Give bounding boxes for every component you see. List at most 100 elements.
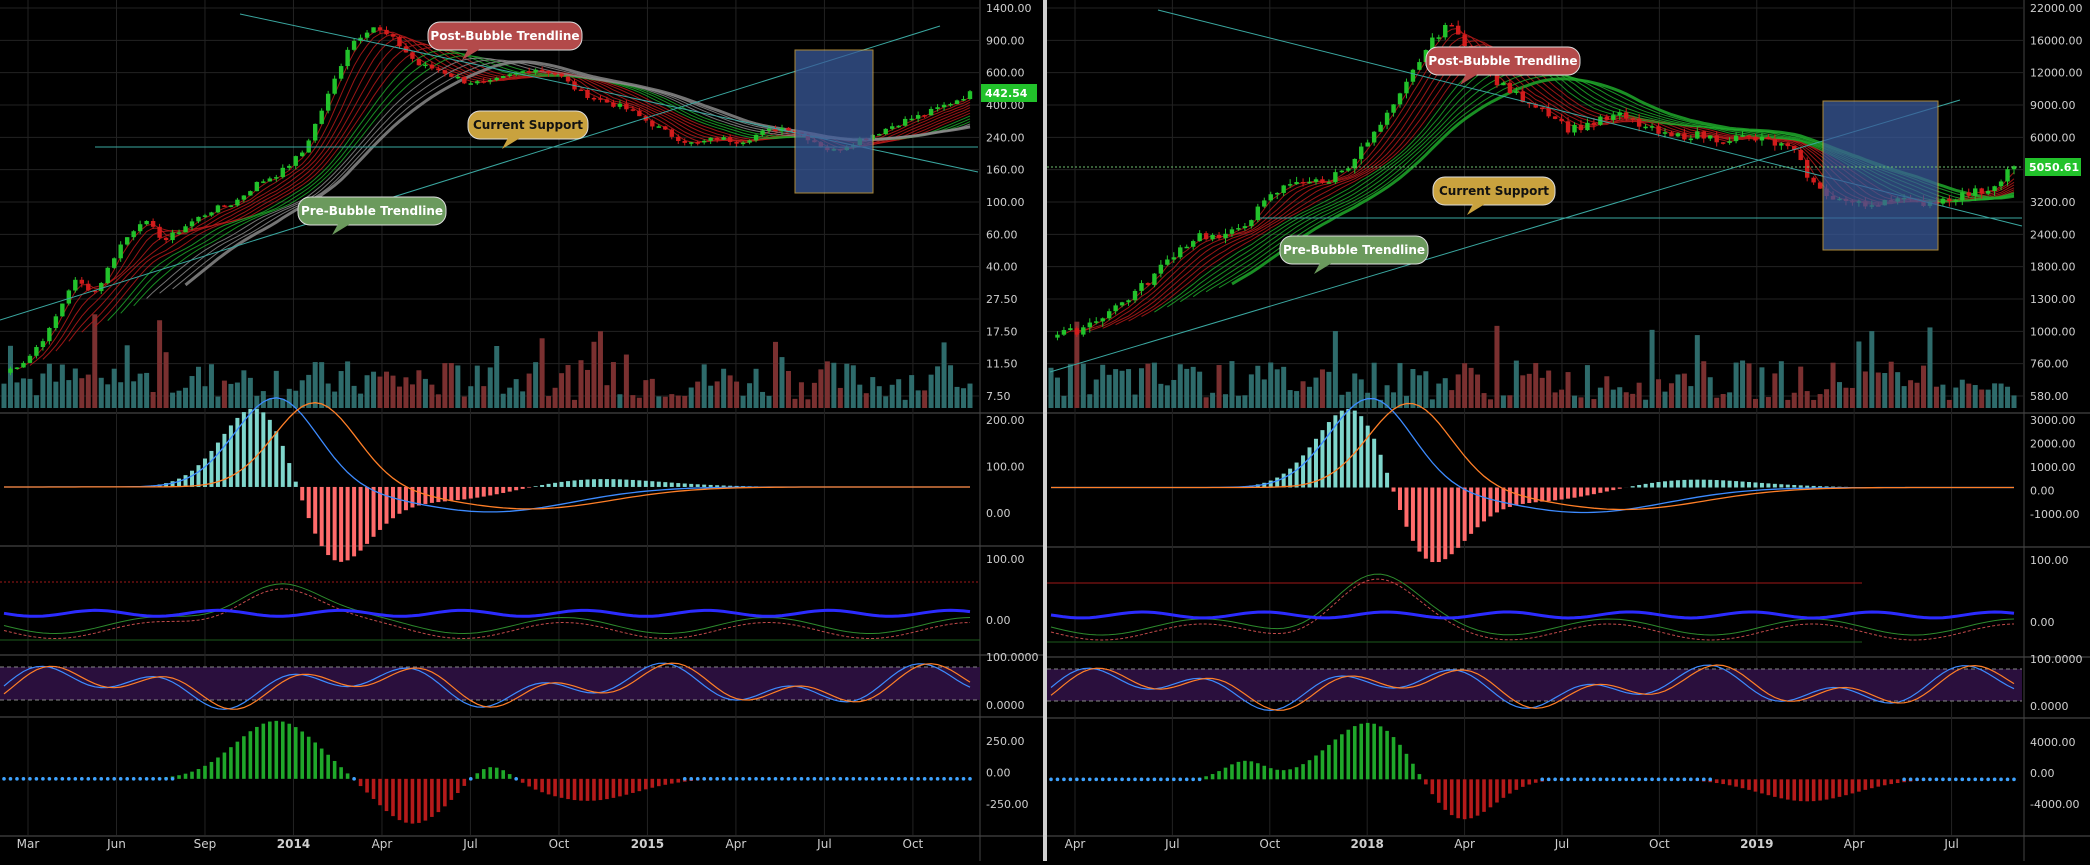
- osc-zero-dot: [1650, 778, 1654, 782]
- candle-body: [1954, 200, 1958, 202]
- osc-zero-dot: [1592, 778, 1596, 782]
- candle-body: [67, 290, 71, 303]
- osc-bar: [657, 779, 661, 786]
- osc-zero-dot: [787, 777, 791, 781]
- candle-body: [1294, 182, 1298, 184]
- candle-body: [670, 130, 674, 137]
- osc-bar: [1295, 767, 1299, 779]
- volume-bar: [1410, 369, 1415, 408]
- candle-body: [235, 200, 239, 206]
- macd-histogram-bar: [689, 484, 693, 487]
- candle-body: [1695, 131, 1699, 138]
- candle-body: [229, 205, 233, 207]
- osc-zero-dot: [1954, 778, 1958, 782]
- candle-body: [1068, 328, 1072, 330]
- volume-bar: [1533, 363, 1538, 408]
- candle-body: [1462, 35, 1466, 47]
- candle-body: [99, 283, 103, 291]
- volume-bar: [689, 388, 694, 408]
- osc-zero-dot: [1094, 778, 1098, 782]
- volume-bar: [1359, 379, 1364, 408]
- osc-bar: [210, 762, 214, 779]
- volume-bar: [40, 374, 45, 408]
- osc-bar: [203, 766, 207, 779]
- osc-zero-dot: [1062, 778, 1066, 782]
- osc-bar: [372, 779, 376, 799]
- macd-histogram-bar: [585, 480, 589, 487]
- candle-body: [903, 119, 907, 126]
- candle-body: [216, 205, 220, 212]
- osc-bar: [1482, 779, 1486, 812]
- macd-histogram-bar: [300, 487, 304, 500]
- osc-zero-dot: [1935, 778, 1939, 782]
- osc-zero-dot: [1560, 778, 1564, 782]
- volume-bar: [73, 369, 78, 408]
- candle-body: [1734, 136, 1738, 142]
- volume-bar: [2005, 387, 2010, 408]
- osc-bar: [521, 779, 525, 783]
- osc-bar: [1754, 779, 1758, 791]
- volume-bar: [663, 397, 668, 408]
- volume-bar: [585, 370, 590, 408]
- osc-zero-dot: [897, 777, 901, 781]
- candle-body: [2005, 169, 2009, 181]
- osc-bar: [501, 770, 505, 779]
- stoch-band: [0, 667, 980, 700]
- osc-bar: [1812, 779, 1816, 801]
- candle-body: [157, 227, 161, 238]
- candle-body: [261, 181, 265, 183]
- x-tick-label: Apr: [1065, 837, 1086, 851]
- osc-bar: [424, 779, 428, 821]
- volume-bar: [1792, 393, 1797, 408]
- macd-histogram-bar: [1579, 488, 1583, 497]
- osc-bar: [320, 749, 324, 779]
- volume-bar: [1320, 369, 1325, 408]
- volume-bar: [1915, 383, 1920, 408]
- volume-bar: [637, 398, 642, 408]
- volume-bar: [1242, 395, 1247, 408]
- candle-body: [1818, 182, 1822, 188]
- osc-zero-dot: [1107, 778, 1111, 782]
- volume-bar: [1152, 363, 1157, 408]
- volume-bar: [1992, 383, 1997, 408]
- macd-histogram-bar: [1650, 483, 1654, 488]
- osc-zero-dot: [806, 777, 810, 781]
- osc-bar: [1230, 764, 1234, 779]
- highlight-box: [1823, 101, 1938, 250]
- rsi-tick-label: 100.00: [986, 553, 1025, 566]
- volume-bar: [1223, 394, 1228, 408]
- volume-bar: [1772, 373, 1777, 408]
- macd-histogram-bar: [1605, 488, 1609, 492]
- volume-bar: [1268, 363, 1273, 408]
- macd-histogram-bar: [1573, 488, 1577, 498]
- candle-body: [1385, 113, 1389, 125]
- osc-tick-label: 4000.00: [2030, 736, 2076, 749]
- volume-bar: [1714, 398, 1719, 408]
- volume-bar: [313, 362, 318, 408]
- volume-bar: [520, 391, 525, 408]
- osc-bar: [378, 779, 382, 805]
- osc-bar: [1521, 779, 1525, 787]
- volume-bar: [514, 379, 519, 408]
- candle-body: [274, 177, 278, 179]
- candle-body: [1553, 116, 1557, 119]
- osc-zero-dot: [1146, 778, 1150, 782]
- volume-bar: [481, 386, 486, 408]
- candle-body: [948, 104, 952, 106]
- macd-histogram-bar: [495, 487, 499, 494]
- osc-zero-dot: [61, 777, 65, 781]
- volume-bar: [1210, 393, 1215, 408]
- volume-bar: [215, 397, 220, 408]
- macd-histogram-bar: [676, 483, 680, 487]
- volume-bar: [1889, 362, 1894, 408]
- volume-bar: [332, 392, 337, 408]
- macd-histogram-bar: [307, 487, 311, 518]
- macd-histogram-bar: [248, 409, 252, 487]
- osc-zero-dot: [1114, 778, 1118, 782]
- osc-zero-dot: [1540, 778, 1544, 782]
- osc-bar: [495, 768, 499, 779]
- osc-zero-dot: [1967, 778, 1971, 782]
- candle-body: [1346, 168, 1350, 170]
- osc-bar: [385, 779, 389, 811]
